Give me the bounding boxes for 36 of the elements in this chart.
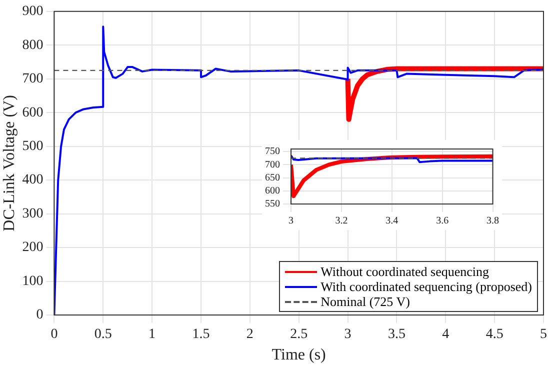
y-axis-title: DC-Link Voltage (V): [0, 95, 18, 232]
y-tick-label: 600: [22, 105, 44, 120]
x-tick-label: 4: [442, 327, 450, 342]
y-tick-label: 500: [22, 139, 44, 154]
x-tick-label: 0: [50, 327, 58, 342]
x-tick-label: 1.5: [192, 327, 210, 342]
y-tick-label: 200: [22, 240, 44, 256]
y-tick-label: 400: [22, 172, 44, 188]
x-tick-label: 0.5: [94, 327, 112, 342]
legend-label: Nominal (725 V): [320, 294, 410, 309]
x-tick-label: 2.5: [290, 327, 308, 342]
x-tick-label: 3.6: [436, 216, 449, 227]
y-tick-label: 700: [22, 72, 44, 87]
legend-label: Without coordinated sequencing: [320, 264, 490, 279]
y-tick-label: 800: [22, 38, 44, 53]
x-tick-label: 3.2: [335, 216, 348, 227]
y-tick-label: 900: [22, 4, 44, 20]
x-tick-label: 3: [288, 216, 294, 227]
y-tick-label: 100: [22, 274, 44, 289]
x-tick-label: 3: [344, 327, 352, 342]
x-tick-label: 3.5: [388, 327, 406, 342]
x-tick-label: 2: [246, 327, 254, 342]
x-tick-label: 1: [148, 327, 156, 342]
x-tick-label: 5: [540, 327, 547, 342]
y-tick-label: 550: [265, 198, 280, 210]
y-tick-label: 0: [36, 308, 44, 323]
x-tick-label: 3.8: [486, 216, 499, 227]
x-axis-title: Time (s): [272, 346, 326, 364]
y-tick-label: 300: [22, 206, 44, 222]
y-tick-label: 600: [265, 186, 280, 197]
legend-label: With coordinated sequencing (proposed): [320, 279, 532, 294]
y-tick-label: 700: [265, 159, 280, 170]
y-tick-label: 650: [265, 172, 280, 184]
y-tick-label: 750: [265, 146, 280, 158]
x-tick-label: 3.4: [386, 216, 398, 227]
x-tick-label: 4.5: [486, 327, 504, 342]
